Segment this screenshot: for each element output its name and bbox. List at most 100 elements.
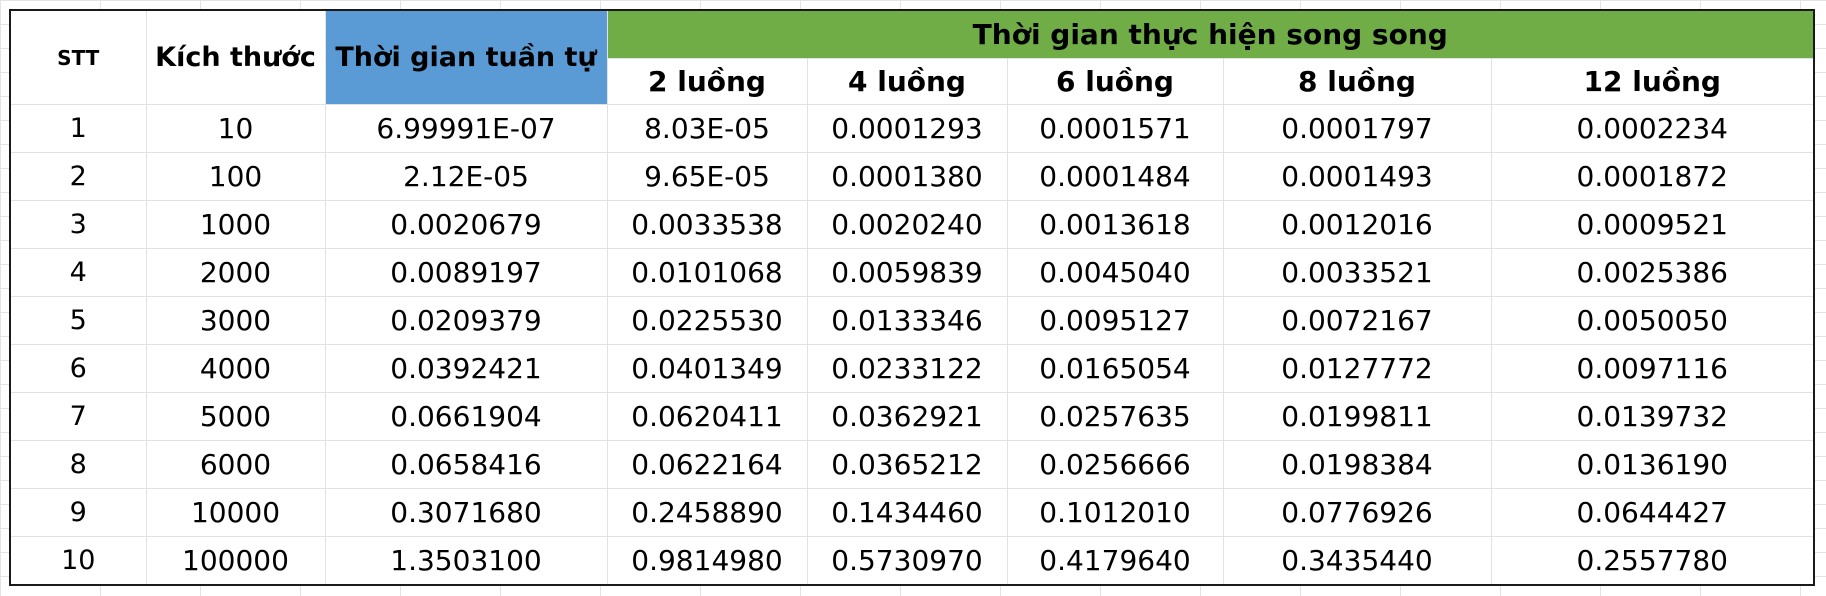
header-2-threads[interactable]: 2 luồng [606, 58, 808, 105]
threads-8-cell[interactable]: 0.0012016 [1222, 200, 1492, 249]
threads-12-cell[interactable]: 0.0644427 [1490, 488, 1815, 537]
header-parallel-time[interactable]: Thời gian thực hiện song song [606, 9, 1815, 59]
threads-8-cell[interactable]: 0.0001493 [1222, 152, 1492, 201]
size-cell[interactable]: 3000 [145, 296, 326, 345]
threads-4-cell[interactable]: 0.0001380 [806, 152, 1008, 201]
stt-cell[interactable]: 9 [9, 488, 147, 537]
threads-2-cell[interactable]: 9.65E-05 [606, 152, 808, 201]
sequential-cell[interactable]: 2.12E-05 [324, 152, 608, 201]
threads-6-cell[interactable]: 0.0001571 [1006, 104, 1224, 153]
size-cell[interactable]: 1000 [145, 200, 326, 249]
table-row: 3 1000 0.0020679 0.0033538 0.0020240 0.001361… [9, 200, 1815, 249]
threads-8-cell[interactable]: 0.0127772 [1222, 344, 1492, 393]
threads-4-cell[interactable]: 0.0133346 [806, 296, 1008, 345]
threads-12-cell[interactable]: 0.0050050 [1490, 296, 1815, 345]
threads-2-cell[interactable]: 0.0225530 [606, 296, 808, 345]
threads-4-cell[interactable]: 0.0362921 [806, 392, 1008, 441]
size-cell[interactable]: 2000 [145, 248, 326, 297]
threads-8-cell[interactable]: 0.0033521 [1222, 248, 1492, 297]
stt-cell[interactable]: 8 [9, 440, 147, 489]
threads-6-cell[interactable]: 0.0257635 [1006, 392, 1224, 441]
stt-cell[interactable]: 7 [9, 392, 147, 441]
table-row: 10 100000 1.3503100 0.9814980 0.5730970 0.417… [9, 536, 1815, 586]
threads-12-cell[interactable]: 0.0136190 [1490, 440, 1815, 489]
size-cell[interactable]: 6000 [145, 440, 326, 489]
table-row: 2 100 2.12E-05 9.65E-05 0.0001380 0.0001484 0.… [9, 152, 1815, 201]
threads-12-cell[interactable]: 0.0001872 [1490, 152, 1815, 201]
threads-4-cell[interactable]: 0.0365212 [806, 440, 1008, 489]
table-row: 9 10000 0.3071680 0.2458890 0.1434460 0.10120… [9, 488, 1815, 537]
table-row: 4 2000 0.0089197 0.0101068 0.0059839 0.004504… [9, 248, 1815, 297]
threads-6-cell[interactable]: 0.0001484 [1006, 152, 1224, 201]
stt-cell[interactable]: 3 [9, 200, 147, 249]
header-sequential-time[interactable]: Thời gian tuần tự [324, 9, 608, 105]
threads-2-cell[interactable]: 0.0622164 [606, 440, 808, 489]
sequential-cell[interactable]: 0.0020679 [324, 200, 608, 249]
stt-cell[interactable]: 2 [9, 152, 147, 201]
header-8-threads[interactable]: 8 luồng [1222, 58, 1492, 105]
threads-4-cell[interactable]: 0.0020240 [806, 200, 1008, 249]
threads-8-cell[interactable]: 0.3435440 [1222, 536, 1492, 586]
threads-2-cell[interactable]: 0.9814980 [606, 536, 808, 586]
stt-cell[interactable]: 10 [9, 536, 147, 586]
threads-12-cell[interactable]: 0.0009521 [1490, 200, 1815, 249]
threads-12-cell[interactable]: 0.0097116 [1490, 344, 1815, 393]
threads-8-cell[interactable]: 0.0776926 [1222, 488, 1492, 537]
threads-2-cell[interactable]: 0.2458890 [606, 488, 808, 537]
threads-2-cell[interactable]: 8.03E-05 [606, 104, 808, 153]
threads-12-cell[interactable]: 0.0139732 [1490, 392, 1815, 441]
stt-cell[interactable]: 5 [9, 296, 147, 345]
size-cell[interactable]: 10000 [145, 488, 326, 537]
sequential-cell[interactable]: 0.3071680 [324, 488, 608, 537]
size-cell[interactable]: 100000 [145, 536, 326, 586]
threads-6-cell[interactable]: 0.0256666 [1006, 440, 1224, 489]
table-row: 1 10 6.99991E-07 8.03E-05 0.0001293 0.0001571… [9, 104, 1815, 153]
threads-2-cell[interactable]: 0.0401349 [606, 344, 808, 393]
threads-12-cell[interactable]: 0.0002234 [1490, 104, 1815, 153]
sequential-cell[interactable]: 6.99991E-07 [324, 104, 608, 153]
threads-4-cell[interactable]: 0.0059839 [806, 248, 1008, 297]
size-cell[interactable]: 100 [145, 152, 326, 201]
threads-6-cell[interactable]: 0.1012010 [1006, 488, 1224, 537]
table-row: 6 4000 0.0392421 0.0401349 0.0233122 0.016505… [9, 344, 1815, 393]
sequential-cell[interactable]: 0.0658416 [324, 440, 608, 489]
threads-6-cell[interactable]: 0.4179640 [1006, 536, 1224, 586]
threads-6-cell[interactable]: 0.0013618 [1006, 200, 1224, 249]
threads-8-cell[interactable]: 0.0001797 [1222, 104, 1492, 153]
stt-cell[interactable]: 6 [9, 344, 147, 393]
sequential-cell[interactable]: 0.0209379 [324, 296, 608, 345]
size-cell[interactable]: 4000 [145, 344, 326, 393]
threads-4-cell[interactable]: 0.0001293 [806, 104, 1008, 153]
threads-12-cell[interactable]: 0.0025386 [1490, 248, 1815, 297]
header-6-threads[interactable]: 6 luồng [1006, 58, 1224, 105]
table-row: 8 6000 0.0658416 0.0622164 0.0365212 0.025666… [9, 440, 1815, 489]
stt-cell[interactable]: 4 [9, 248, 147, 297]
threads-8-cell[interactable]: 0.0199811 [1222, 392, 1492, 441]
table-row: 5 3000 0.0209379 0.0225530 0.0133346 0.009512… [9, 296, 1815, 345]
header-stt[interactable]: STT [9, 9, 147, 105]
table-row: 7 5000 0.0661904 0.0620411 0.0362921 0.025763… [9, 392, 1815, 441]
stt-cell[interactable]: 1 [9, 104, 147, 153]
threads-6-cell[interactable]: 0.0165054 [1006, 344, 1224, 393]
sequential-cell[interactable]: 0.0661904 [324, 392, 608, 441]
size-cell[interactable]: 10 [145, 104, 326, 153]
header-12-threads[interactable]: 12 luồng [1490, 58, 1815, 105]
threads-4-cell[interactable]: 0.1434460 [806, 488, 1008, 537]
size-cell[interactable]: 5000 [145, 392, 326, 441]
threads-2-cell[interactable]: 0.0620411 [606, 392, 808, 441]
threads-2-cell[interactable]: 0.0033538 [606, 200, 808, 249]
threads-2-cell[interactable]: 0.0101068 [606, 248, 808, 297]
threads-6-cell[interactable]: 0.0045040 [1006, 248, 1224, 297]
sequential-cell[interactable]: 1.3503100 [324, 536, 608, 586]
header-4-threads[interactable]: 4 luồng [806, 58, 1008, 105]
threads-4-cell[interactable]: 0.0233122 [806, 344, 1008, 393]
threads-8-cell[interactable]: 0.0198384 [1222, 440, 1492, 489]
header-size[interactable]: Kích thước [145, 9, 326, 105]
threads-6-cell[interactable]: 0.0095127 [1006, 296, 1224, 345]
threads-4-cell[interactable]: 0.5730970 [806, 536, 1008, 586]
threads-8-cell[interactable]: 0.0072167 [1222, 296, 1492, 345]
sequential-cell[interactable]: 0.0089197 [324, 248, 608, 297]
threads-12-cell[interactable]: 0.2557780 [1490, 536, 1815, 586]
sequential-cell[interactable]: 0.0392421 [324, 344, 608, 393]
